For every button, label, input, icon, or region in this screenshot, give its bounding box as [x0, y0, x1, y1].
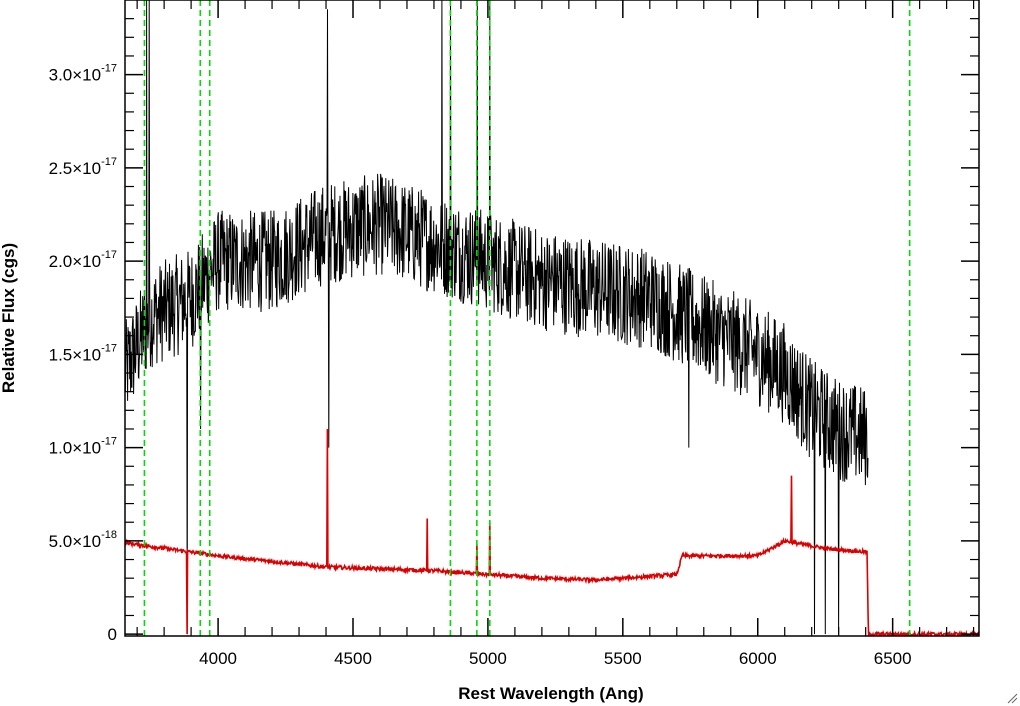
- y-tick-label: 5.0×10-18: [49, 529, 117, 551]
- x-tick-label: 5500: [604, 649, 642, 668]
- x-tick-label: 5000: [469, 649, 507, 668]
- observed-spectrum-line: [125, 0, 869, 635]
- x-tick-label: 4000: [199, 649, 237, 668]
- x-tick-label: 6500: [874, 649, 912, 668]
- y-axis-title: Relative Flux (cgs): [0, 243, 18, 393]
- y-tick-label: 1.0×10-17: [49, 436, 117, 458]
- plot-frame: [124, 0, 980, 637]
- y-tick-label: 0: [108, 625, 117, 644]
- y-tick-label: 3.0×10-17: [49, 63, 117, 85]
- x-tick-label: 6000: [739, 649, 777, 668]
- y-axis-ticks: 0 5.0×10-18 1.0×10-17 1.5×10-17 2.0×10-17 2.5…: [49, 18, 979, 644]
- x-tick-label: 4500: [334, 649, 372, 668]
- resize-grip-icon[interactable]: [1006, 692, 1018, 704]
- plot-area: [124, 0, 980, 637]
- model-spectrum-line: [125, 428, 979, 636]
- x-axis-title: Rest Wavelength (Ang): [458, 684, 643, 703]
- x-axis-ticks: 4000 4500 5000 5500 6000 6500: [136, 0, 975, 668]
- y-tick-label: 2.5×10-17: [49, 156, 117, 178]
- y-tick-label: 2.0×10-17: [49, 249, 117, 271]
- y-tick-label: 1.5×10-17: [49, 342, 117, 364]
